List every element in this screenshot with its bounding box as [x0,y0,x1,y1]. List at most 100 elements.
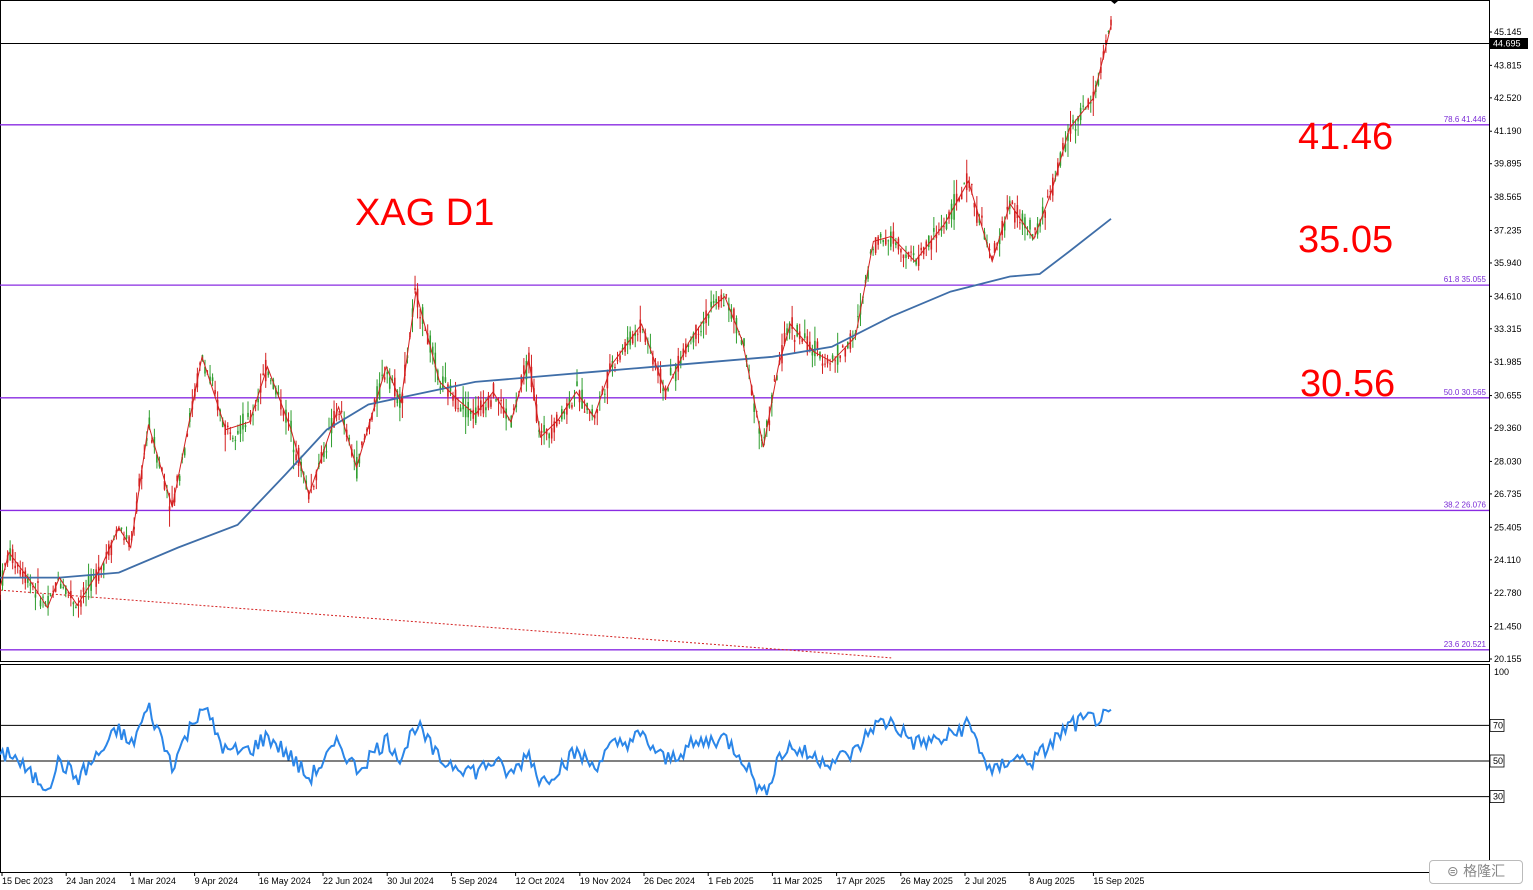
candle-body [588,410,591,414]
candle-body [168,506,171,511]
time-tick-label: 11 Mar 2025 [772,876,822,886]
candle-body [21,571,24,578]
candle-body [1029,220,1031,230]
candle-body [938,229,940,231]
candle-body [927,235,930,248]
price-tick-label: 39.895 [1494,159,1522,169]
candle-body [824,363,826,365]
candle-body [262,373,264,376]
candle-body [674,364,677,382]
candle-body [642,329,644,331]
candle-body [609,363,611,373]
candle-body [763,436,766,439]
candle-body [204,366,206,374]
candle-body [1044,211,1047,218]
candle-body [1089,101,1092,104]
candle-body [474,407,477,423]
candle-body [925,241,928,247]
candle-body [667,388,669,391]
time-tick-label: 26 May 2025 [901,876,953,886]
candle-body [0,586,1,595]
candle-body [1062,143,1064,150]
candle-body [831,355,834,359]
candle-body [224,424,227,435]
candle-body [153,437,156,448]
candle-body [95,569,97,587]
candle-body [80,600,82,607]
candle-body [715,298,718,304]
price-tick-label: 26.735 [1494,489,1522,499]
candle-body [803,333,806,338]
candle-body [1046,196,1049,198]
candle-body [1016,205,1019,219]
candle-body [1077,115,1079,122]
fib-label: 38.2 26.076 [1444,500,1487,509]
candle-body [11,549,14,564]
candle-body [469,410,472,414]
candle-body [722,305,725,307]
candle-body [910,251,912,253]
candle-body [664,390,667,398]
candle-body [348,437,351,440]
candle-body [1034,227,1036,231]
candle-body [740,339,743,345]
candle-body [791,317,793,329]
candle-body [156,454,158,463]
candle-body [214,390,216,394]
candle-body [867,269,869,279]
candle-body [933,228,935,232]
candle-body [555,414,558,427]
candle-body [940,226,943,231]
candle-body [178,475,181,481]
candle-body [912,253,915,256]
price-tick-label: 45.145 [1494,27,1522,37]
candle-body [887,240,890,242]
time-tick-label: 17 Apr 2025 [837,876,886,886]
candle-body [388,377,391,389]
candle-body [573,397,576,399]
candle-body [302,472,305,475]
candle-body [280,400,282,410]
time-tick-label: 22 Jun 2024 [323,876,373,886]
candle-body [801,338,804,342]
arrow-icon [1111,1,1118,4]
main-panel-frame [0,0,1490,662]
candle-body [720,294,723,302]
candle-body [340,410,343,412]
candle-body [247,412,249,417]
candle-body [1097,79,1100,86]
candle-body [424,329,426,331]
candle-body [558,419,561,422]
candle-body [59,583,62,589]
candle-body [176,475,178,482]
candle-body [237,430,239,434]
price-tick-label: 22.780 [1494,588,1522,598]
time-tick-label: 5 Sep 2024 [451,876,497,886]
candle-body [464,406,467,418]
candle-body [753,403,755,412]
candle-body [480,400,482,411]
candle-body [902,254,905,259]
price-tick-label: 20.155 [1494,654,1522,664]
fib-label: 50.0 30.565 [1444,388,1487,397]
candle-body [636,333,639,335]
candle-body [965,173,968,191]
candle-body [629,331,631,346]
candle-body [401,393,404,404]
candle-body [879,233,882,238]
candle-body [485,407,487,411]
candle-body [816,341,819,349]
candle-body [538,429,540,432]
fib-label: 61.8 35.055 [1444,275,1487,284]
candle-body [431,346,434,355]
candle-body [449,384,452,392]
candle-body [239,423,242,434]
candle-body [743,338,745,346]
candle-body [1069,125,1072,134]
candle-body [644,333,647,342]
candle-body [368,422,371,430]
fib-label: 23.6 20.521 [1444,640,1487,649]
candle-body [543,425,545,433]
candle-body [930,239,933,250]
candle-body [257,399,259,403]
